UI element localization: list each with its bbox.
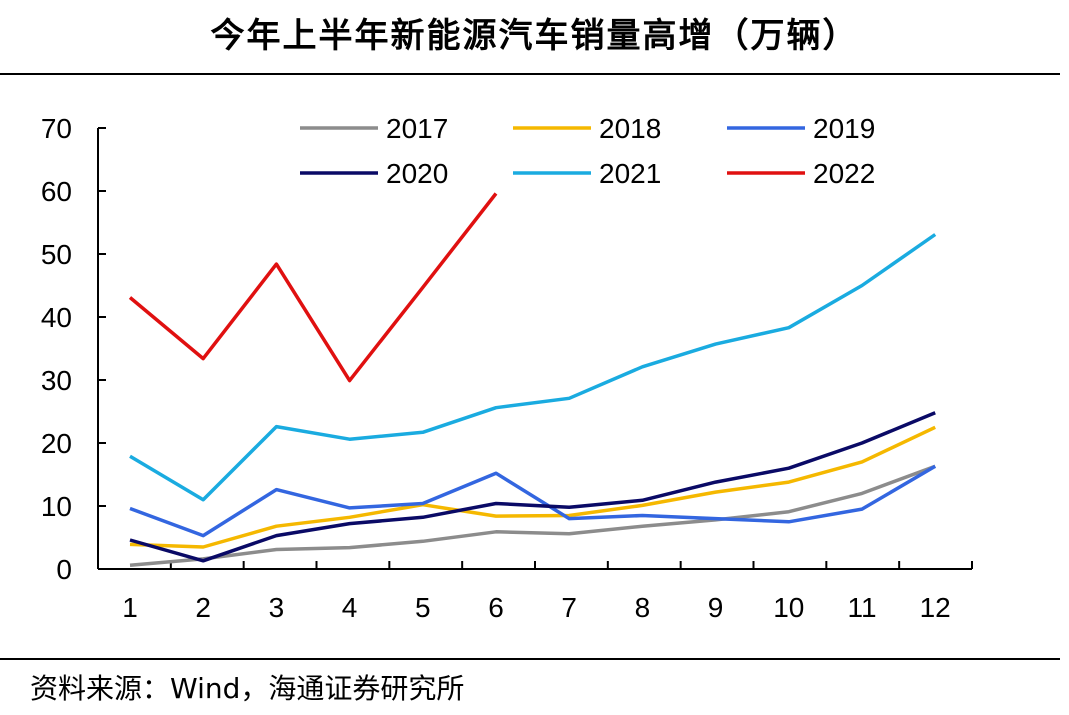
x-tick-label: 10 [773,592,804,623]
y-tick-label: 10 [41,491,72,522]
x-tick-label: 9 [708,592,724,623]
x-tick-label: 11 [847,592,876,623]
x-tick-label: 1 [122,592,138,623]
legend-item-2020: 2020 [300,158,448,189]
x-tick-label: 2 [195,592,211,623]
y-tick-label: 50 [41,239,72,270]
y-tick-label: 70 [41,113,72,144]
source-note: 资料来源：Wind，海通证券研究所 [30,672,465,705]
x-tick-label: 7 [561,592,577,623]
series-line-2017 [129,464,936,567]
series-line-2022 [128,192,498,383]
y-tick-label: 40 [41,302,72,333]
legend-label: 2018 [599,113,661,144]
legend-item-2019: 2019 [727,113,875,144]
x-tick-label: 12 [920,592,951,623]
legend-label: 2017 [386,113,448,144]
y-tick-label: 20 [41,428,72,459]
x-tick-label: 8 [635,592,651,623]
legend-item-2018: 2018 [513,113,661,144]
legend-label: 2021 [599,158,661,189]
series-layer [128,192,937,567]
series-line-2019 [129,464,937,538]
y-tick-label: 30 [41,365,72,396]
y-tick-label: 0 [56,554,72,585]
legend-item-2017: 2017 [300,113,448,144]
series-line-2021 [129,233,937,502]
legend-item-2022: 2022 [727,158,875,189]
chart-title: 今年上半年新能源汽车销量高增（万辆） [210,16,859,56]
x-tick-label: 4 [342,592,358,623]
x-axis: 1 2 3 4 5 6 7 8 9 10 11 12 [97,561,973,623]
legend-label: 2019 [813,113,875,144]
series-line-2020 [129,411,936,563]
x-tick-label: 3 [269,592,285,623]
source-divider [0,658,1060,660]
y-axis: 0 10 20 30 40 50 60 70 [41,113,106,585]
legend-label: 2020 [386,158,448,189]
title-divider [0,73,1060,75]
x-tick-label: 5 [415,592,431,623]
x-tick-label: 6 [488,592,504,623]
legend-label: 2022 [813,158,875,189]
series-line-2018 [129,425,936,549]
y-tick-label: 60 [41,176,72,207]
legend: 2017 2018 2019 2020 2021 2022 [300,113,875,189]
legend-item-2021: 2021 [513,158,661,189]
